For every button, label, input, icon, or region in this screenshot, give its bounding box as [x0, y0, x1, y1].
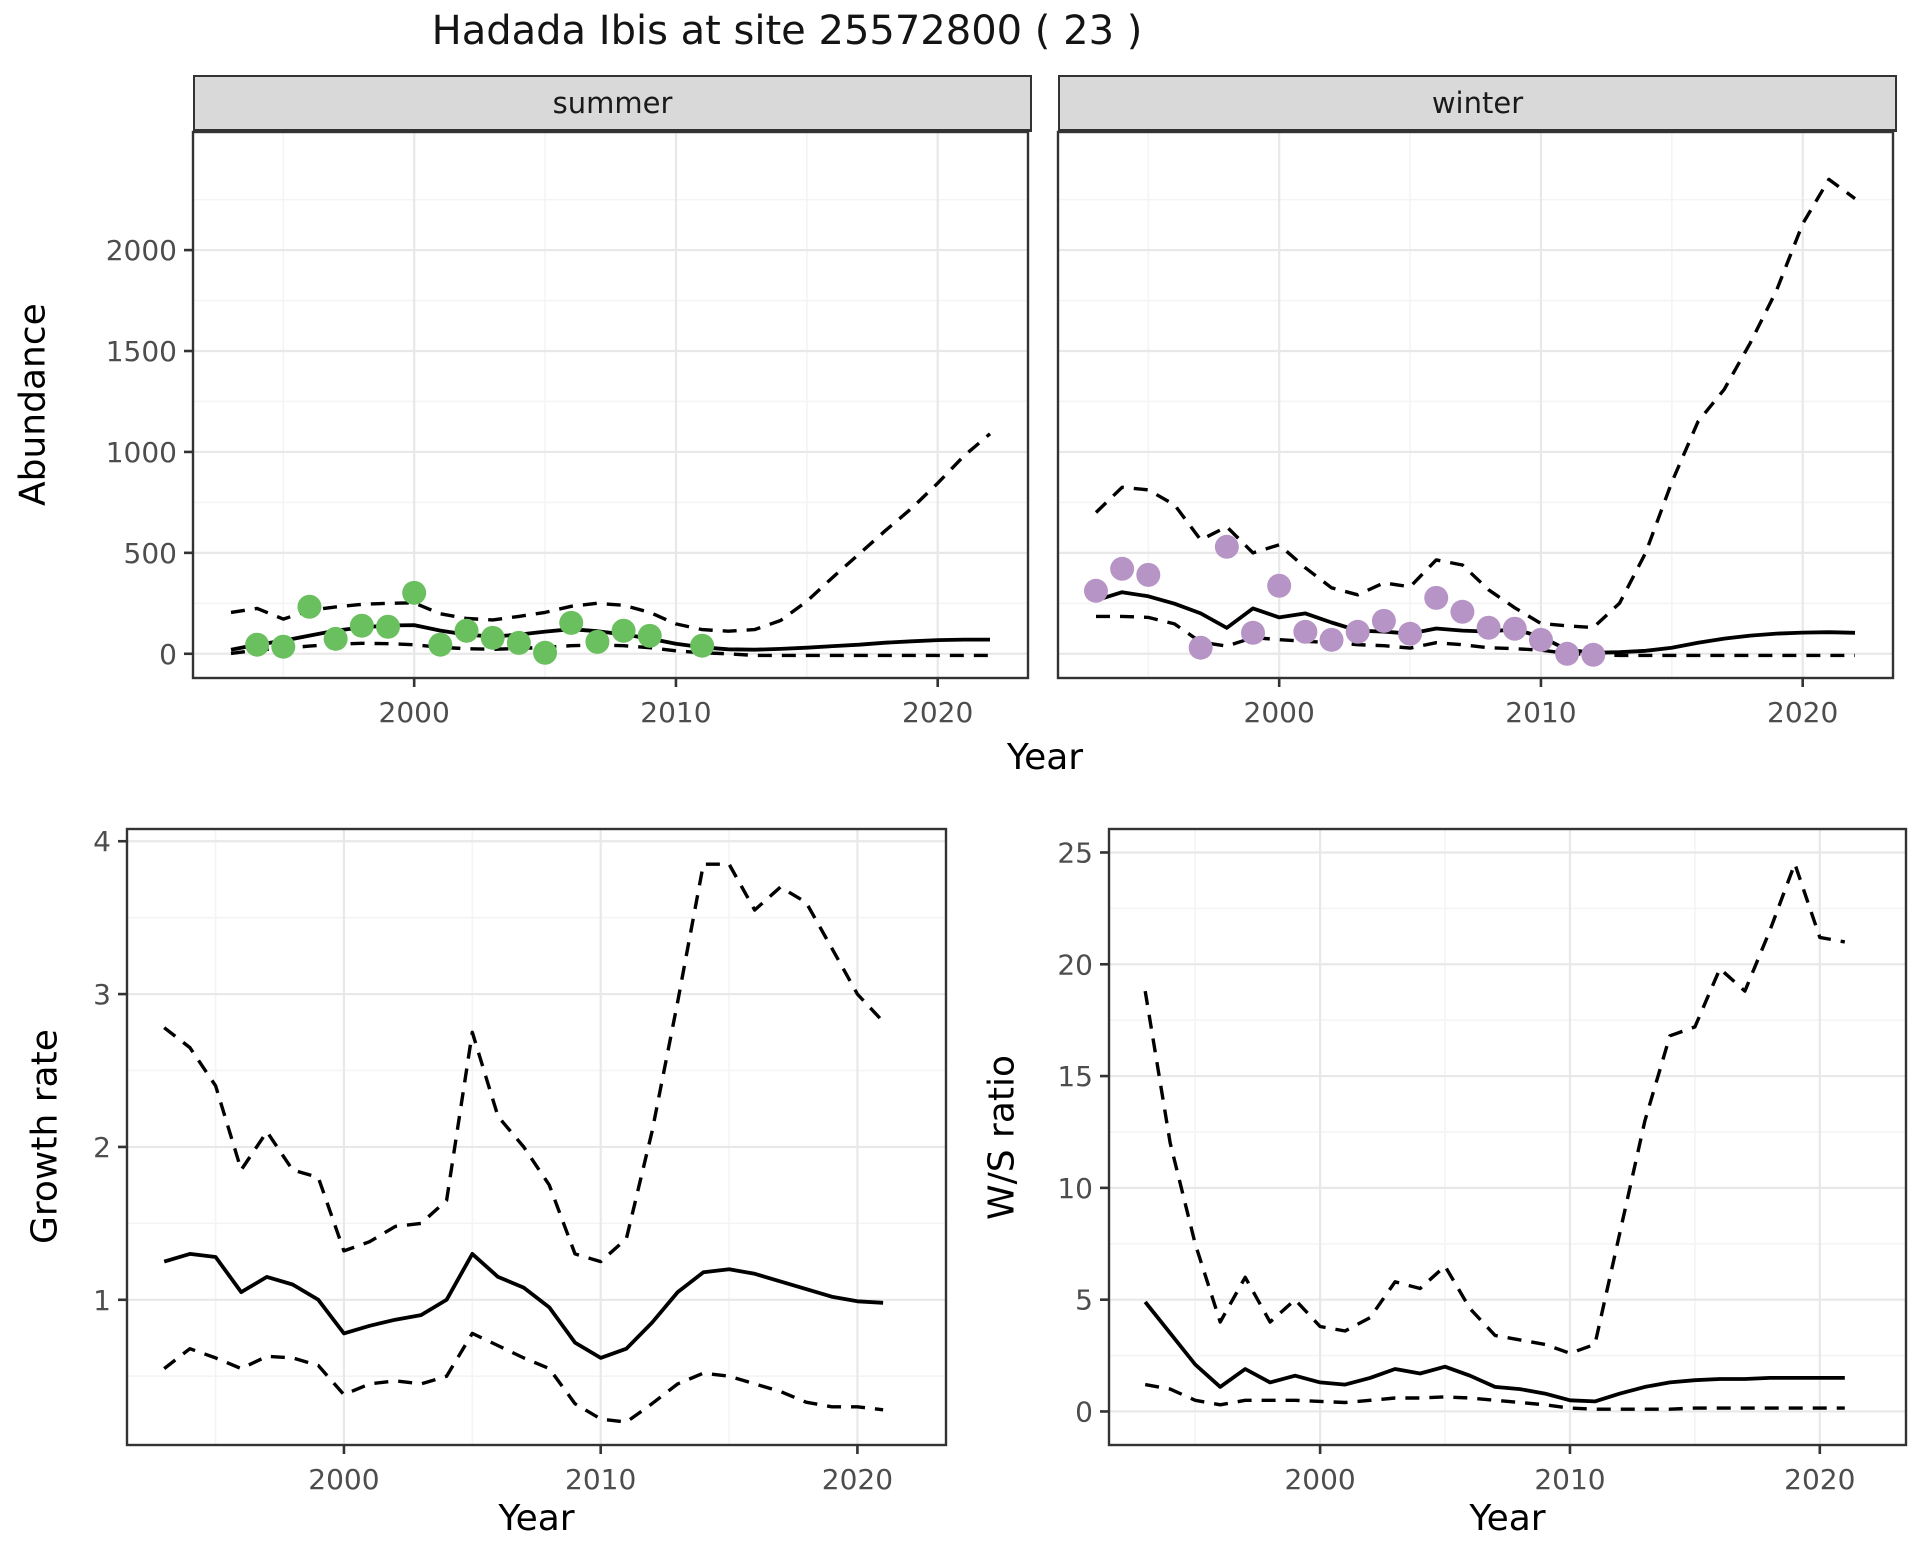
abundance-summer-observed-counts-point — [454, 618, 479, 643]
y-tick-label: 2 — [93, 1131, 111, 1164]
abundance-winter-observed-counts-point — [1424, 585, 1449, 610]
abundance-winter-observed-counts-point — [1528, 627, 1553, 652]
x-tick-label: 2010 — [1534, 1463, 1605, 1496]
y-tick-label: 25 — [1057, 836, 1093, 869]
ws-ratio-border — [1107, 827, 1908, 1447]
x-tick-label: 2020 — [1784, 1463, 1855, 1496]
growth-rate-ci-lower-line — [163, 1331, 884, 1424]
y-tick-label: 0 — [159, 638, 177, 671]
abundance-winter-observed-counts-point — [1188, 635, 1213, 660]
ws-ratio-panel — [1109, 829, 1906, 1445]
growth-rate-border — [125, 827, 948, 1447]
abundance-summer-observed-counts-point — [611, 618, 636, 643]
y-tick-label: 20 — [1057, 948, 1093, 981]
abundance-winter-observed-counts-point — [1214, 534, 1239, 559]
facet-strip-winter-label: winter — [1431, 86, 1524, 120]
growth-rate-panel — [127, 829, 946, 1445]
x-tick-label: 2020 — [1767, 696, 1838, 729]
x-tick-label: 2010 — [1505, 696, 1576, 729]
abundance-winter-observed-counts-point — [1371, 608, 1396, 633]
abundance-winter-observed-counts-point — [1136, 562, 1161, 587]
y-tick-label: 1000 — [106, 436, 177, 469]
y-tick-label: 1500 — [106, 335, 177, 368]
abundance-summer-panel — [193, 132, 1028, 678]
ws-ratio-median-line — [1143, 1300, 1845, 1404]
abundance-summer-observed-counts-point — [559, 610, 584, 635]
facet-strip-summer: summer — [193, 75, 1032, 132]
x-tick-label: 2000 — [1244, 696, 1315, 729]
abundance-summer-observed-counts-point — [402, 580, 427, 605]
abundance-summer-observed-counts-point — [506, 630, 531, 655]
abundance-summer-observed-counts-point — [585, 629, 610, 654]
abundance-summer-observed-counts-point — [323, 626, 348, 651]
ws-ratio-ci-lower-line — [1144, 1382, 1845, 1411]
abundance-summer-ci-lower-line — [230, 641, 990, 658]
abundance-summer-border — [191, 130, 1030, 680]
y-tick-label: 1 — [93, 1284, 111, 1317]
abundance-winter-observed-counts-point — [1293, 619, 1318, 644]
y-tick-label: 5 — [1075, 1284, 1093, 1317]
abundance-winter-median-line — [1095, 590, 1856, 655]
x-tick-label: 2020 — [902, 696, 973, 729]
abundance-summer-ci-upper-line — [230, 432, 992, 633]
x-axis-title-year-top: Year — [1006, 737, 1084, 778]
abundance-winter-observed-counts-point — [1476, 615, 1501, 640]
abundance-winter-ci-upper-line — [1094, 177, 1857, 630]
abundance-winter-observed-counts-point — [1450, 599, 1475, 624]
abundance-summer-observed-counts-point — [480, 625, 505, 650]
facet-strip-summer-label: summer — [552, 86, 673, 120]
abundance-summer-observed-counts-point — [245, 632, 270, 657]
abundance-winter-observed-counts-point — [1083, 578, 1108, 603]
y-tick-label: 0 — [1075, 1395, 1093, 1428]
abundance-summer-observed-counts-point — [533, 640, 558, 665]
abundance-summer-observed-counts-point — [349, 613, 374, 638]
abundance-winter-observed-counts-point — [1319, 627, 1344, 652]
abundance-summer-observed-counts-point — [690, 633, 715, 658]
abundance-winter-panel — [1058, 132, 1893, 678]
x-axis-title-year-ws: Year — [1469, 1498, 1546, 1539]
x-tick-label: 2000 — [1284, 1463, 1355, 1496]
growth-rate-median-line — [163, 1252, 884, 1360]
x-tick-label: 2000 — [308, 1463, 379, 1496]
y-tick-label: 2000 — [106, 234, 177, 267]
abundance-summer-observed-counts-point — [428, 632, 453, 657]
y-tick-label: 15 — [1057, 1060, 1093, 1093]
abundance-winter-observed-counts-point — [1241, 620, 1266, 645]
plot-title: Hadada Ibis at site 25572800 ( 23 ) — [431, 8, 1143, 54]
growth-rate-ci-upper-line — [163, 862, 885, 1264]
x-tick-label: 2000 — [379, 696, 450, 729]
y-tick-label: 4 — [93, 825, 111, 858]
ws-ratio-ci-upper-line — [1143, 862, 1846, 1356]
abundance-winter-observed-counts-point — [1398, 621, 1423, 646]
abundance-summer-observed-counts-point — [297, 594, 322, 619]
abundance-summer-observed-counts-point — [376, 614, 401, 639]
facet-strip-winter: winter — [1058, 75, 1897, 132]
y-tick-label: 500 — [124, 537, 177, 570]
x-tick-label: 2020 — [822, 1463, 893, 1496]
abundance-summer-observed-counts-point — [637, 623, 662, 648]
abundance-winter-observed-counts-point — [1555, 641, 1580, 666]
y-tick-label: 3 — [93, 978, 111, 1011]
abundance-summer-observed-counts-point — [271, 634, 296, 659]
abundance-winter-observed-counts-point — [1502, 616, 1527, 641]
abundance-winter-observed-counts-point — [1110, 556, 1135, 581]
abundance-winter-observed-counts-point — [1345, 619, 1370, 644]
abundance-winter-border — [1056, 130, 1895, 680]
x-tick-label: 2010 — [565, 1463, 636, 1496]
y-tick-label: 10 — [1057, 1172, 1093, 1205]
x-axis-title-year-growth: Year — [498, 1498, 575, 1539]
abundance-winter-observed-counts-point — [1267, 573, 1292, 598]
abundance-winter-ci-lower-line — [1096, 614, 1855, 658]
x-tick-label: 2010 — [640, 696, 711, 729]
abundance-winter-observed-counts-point — [1581, 642, 1606, 667]
